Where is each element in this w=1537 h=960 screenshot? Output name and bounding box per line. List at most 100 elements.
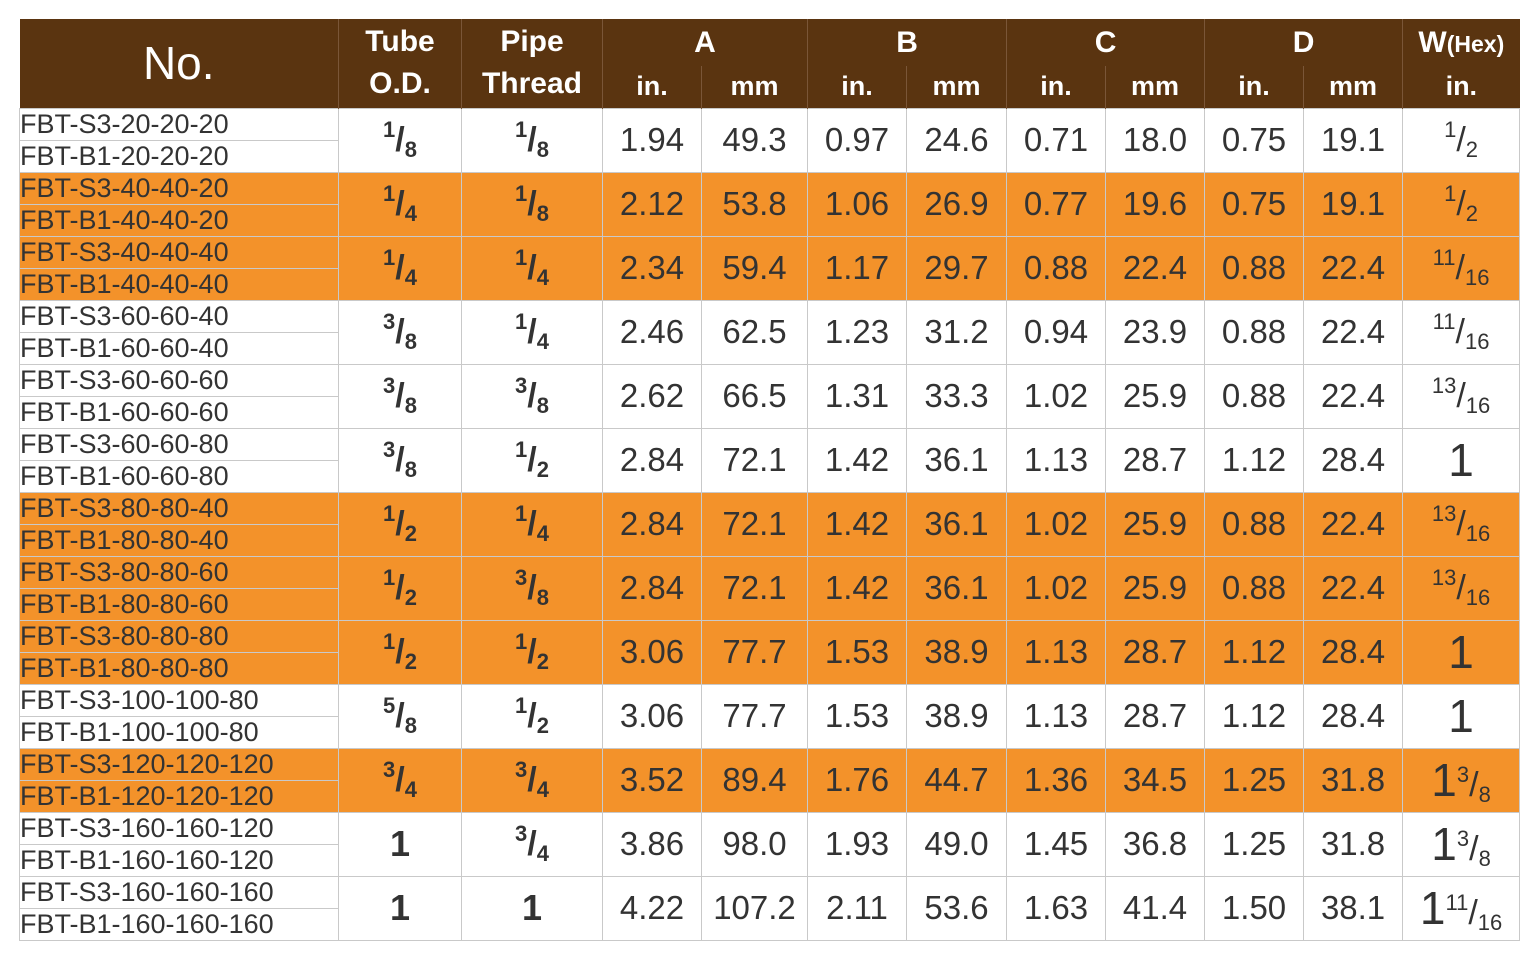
table-row: FBT-S3-160-160-160 1 1 4.22 107.2 2.11 53.6 1.6… <box>19 875 1521 941</box>
dim-a-mm: 72.1 <box>700 491 809 557</box>
dim-b-mm: 38.9 <box>906 683 1008 749</box>
dim-a-in: 3.06 <box>602 683 702 749</box>
fraction-value: 3/8 <box>515 565 549 610</box>
dim-a-mm: 53.8 <box>700 171 809 237</box>
dim-d-mm: 31.8 <box>1303 811 1404 877</box>
fraction-numerator: 3 <box>1456 826 1470 851</box>
dim-c-mm: 28.7 <box>1105 427 1206 493</box>
dim-d-in: 0.88 <box>1204 299 1305 365</box>
dim-b-mm: 49.0 <box>906 811 1008 877</box>
dim-b-in: 0.97 <box>807 107 908 173</box>
fraction-whole: 1 <box>521 887 543 928</box>
table-row: FBT-S3-80-80-60 1/2 3/8 2.84 72.1 1.42 36.1 1.0… <box>19 555 1521 621</box>
fraction-value: 1/2 <box>383 501 417 546</box>
dim-b-in: 1.93 <box>807 811 908 877</box>
dim-b-in: 1.53 <box>807 683 908 749</box>
fraction-value: 1/2 <box>515 629 549 674</box>
dim-d-in: 1.50 <box>1204 875 1305 941</box>
fraction-slash: / <box>527 696 537 735</box>
dim-a-mm: 77.7 <box>700 683 809 749</box>
pipe-thread-cell: 1/2 <box>461 683 603 749</box>
table-row-second-line: FBT-B1-100-100-80 <box>19 715 1520 749</box>
dim-b-in: 1.42 <box>807 555 908 621</box>
dim-a-in: 3.86 <box>602 811 702 877</box>
header-w-hex: W(Hex) <box>1402 19 1520 66</box>
fraction-value: 1/4 <box>515 501 549 546</box>
table-row-second-line: FBT-B1-40-40-20 <box>19 203 1520 237</box>
fraction-numerator: 13 <box>1431 500 1457 526</box>
fraction-slash: / <box>527 248 537 287</box>
model-s3: FBT-S3-60-60-80 <box>19 427 339 461</box>
dim-c-mm: 41.4 <box>1105 875 1206 941</box>
fraction-numerator: 1 <box>1444 180 1457 206</box>
fraction-slash: / <box>395 248 405 287</box>
pipe-thread-cell: 3/4 <box>461 747 603 813</box>
fraction-numerator: 1 <box>515 308 528 334</box>
dim-a-in: 2.62 <box>602 363 702 429</box>
model-s3: FBT-S3-40-40-40 <box>19 235 339 269</box>
fraction-value: 1/4 <box>383 181 417 226</box>
fraction-denominator: 8 <box>1478 782 1491 807</box>
dim-a-in: 2.46 <box>602 299 702 365</box>
dim-b-in: 1.31 <box>807 363 908 429</box>
table-row: FBT-S3-60-60-40 3/8 1/4 2.46 62.5 1.23 31.2 0.9… <box>19 299 1521 365</box>
dim-b-mm: 36.1 <box>906 427 1008 493</box>
fraction-denominator: 2 <box>404 520 417 546</box>
model-b1: FBT-B1-160-160-160 <box>19 907 339 941</box>
fraction-whole: 1 <box>389 823 411 864</box>
model-b1: FBT-B1-100-100-80 <box>19 715 339 749</box>
fraction-slash: / <box>395 120 405 159</box>
dim-d-in: 0.88 <box>1204 235 1305 301</box>
dim-a-in: 2.84 <box>602 491 702 557</box>
fraction-numerator: 3 <box>383 436 396 462</box>
dim-c-mm: 18.0 <box>1105 107 1206 173</box>
fraction-numerator: 1 <box>1444 116 1457 142</box>
fraction-denominator: 4 <box>536 776 549 802</box>
table-body: FBT-S3-20-20-20 1/8 1/8 1.94 49.3 0.97 24.6 0.7… <box>19 107 1521 941</box>
model-b1: FBT-B1-60-60-80 <box>19 459 339 493</box>
dim-c-in: 1.02 <box>1006 363 1107 429</box>
fraction-numerator: 1 <box>515 628 528 654</box>
dim-d-mm: 22.4 <box>1303 299 1404 365</box>
table-row-second-line: FBT-B1-20-20-20 <box>19 139 1520 173</box>
tube-od-cell: 1/8 <box>338 107 462 173</box>
model-s3: FBT-S3-60-60-60 <box>19 363 339 397</box>
fraction-denominator: 4 <box>404 200 417 226</box>
fraction-value: 1/2 <box>383 629 417 674</box>
fraction-value: 13/16 <box>1432 565 1490 610</box>
fraction-denominator: 8 <box>1478 846 1491 871</box>
fraction-slash: / <box>1468 894 1478 932</box>
hex-w-cell: 13/8 <box>1402 747 1521 813</box>
header-w-in: in. <box>1402 66 1520 108</box>
fraction-slash: / <box>527 120 537 159</box>
dim-c-in: 1.02 <box>1006 555 1107 621</box>
fraction-value: 11/16 <box>1433 245 1490 290</box>
fraction-whole: 1 <box>1448 690 1474 742</box>
dim-b-in: 1.53 <box>807 619 908 685</box>
header-b-mm: mm <box>906 66 1008 108</box>
table-row-second-line: FBT-B1-60-60-40 <box>19 331 1520 365</box>
fraction-slash: / <box>1456 376 1466 415</box>
header-c: C <box>1006 19 1206 66</box>
pipe-thread-cell: 1/8 <box>461 171 603 237</box>
tube-od-cell: 1/2 <box>338 491 462 557</box>
model-b1: FBT-B1-80-80-40 <box>19 523 339 557</box>
table-row: FBT-S3-120-120-120 3/4 3/4 3.52 89.4 1.76 44.7… <box>19 747 1521 813</box>
dim-a-in: 4.22 <box>602 875 702 941</box>
dim-c-mm: 25.9 <box>1105 491 1206 557</box>
fraction-denominator: 2 <box>1465 136 1479 162</box>
dim-a-mm: 49.3 <box>700 107 809 173</box>
dim-b-in: 1.06 <box>807 171 908 237</box>
fraction-denominator: 4 <box>404 264 417 290</box>
fraction-value: 5/8 <box>383 693 417 738</box>
fraction-slash: / <box>395 504 405 543</box>
dim-a-in: 2.84 <box>602 427 702 493</box>
table-row-second-line: FBT-B1-60-60-60 <box>19 395 1520 429</box>
dim-d-mm: 19.1 <box>1303 107 1404 173</box>
fraction-denominator: 4 <box>404 776 417 802</box>
model-s3: FBT-S3-80-80-60 <box>19 555 339 589</box>
tube-od-cell: 3/8 <box>338 299 462 365</box>
fraction-denominator: 4 <box>536 840 549 866</box>
fraction-denominator: 8 <box>536 136 549 162</box>
fraction-slash: / <box>395 568 405 607</box>
